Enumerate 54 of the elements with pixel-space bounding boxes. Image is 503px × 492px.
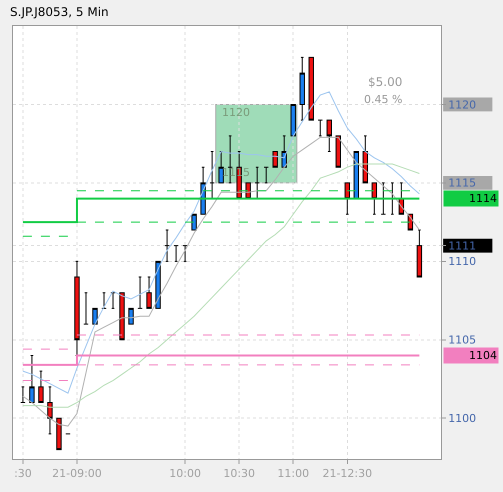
line-series (22, 136, 420, 427)
text: 1104 (469, 349, 497, 362)
candlestick (354, 151, 360, 200)
candlestick (416, 229, 422, 278)
line-series (22, 91, 420, 394)
candlestick (29, 354, 35, 404)
annotation: 1120 (222, 106, 250, 119)
x-tick-label: 10:30 (223, 467, 256, 480)
candlestick (38, 370, 44, 404)
candlestick (290, 104, 296, 136)
candlestick (173, 245, 179, 262)
y-tick-label: 1111 (448, 239, 476, 252)
x-tick-label: 21-09:00 (52, 467, 102, 480)
candlestick (300, 56, 305, 121)
candlestick (101, 292, 107, 309)
annotation: 0.45 % (364, 93, 402, 106)
x-tick-label: 10:00 (169, 467, 201, 480)
annotation: $5.00 (368, 75, 402, 89)
candlestick (182, 245, 188, 262)
candlestick (336, 135, 341, 168)
y-tick-label: 1110 (448, 255, 476, 268)
candlestick (344, 182, 350, 215)
chart-title: S.JP.J8053, 5 Min (10, 4, 109, 19)
candlestick (137, 276, 143, 309)
x-tick-label: 11:00 (277, 467, 310, 480)
candlestick (318, 120, 323, 136)
y-tick-label: 1120 (448, 98, 476, 112)
candlestick (47, 386, 53, 434)
candlestick (155, 260, 161, 309)
candlestick (308, 56, 314, 121)
x-tick-label: 21-12:30 (322, 467, 372, 480)
candlestick (218, 151, 224, 184)
candlestick (20, 386, 26, 404)
candlestick (191, 214, 197, 230)
candlestick (164, 229, 170, 262)
candlestick (362, 135, 368, 184)
y-tick-label: 1115 (448, 176, 476, 190)
candlestick (380, 182, 386, 215)
text: 1114 (469, 192, 497, 205)
y-tick-label: 1105 (448, 334, 476, 347)
candlestick (372, 182, 378, 215)
candlestick (74, 260, 80, 356)
candlestick (110, 292, 116, 309)
candlestick (272, 151, 278, 168)
candlestick (146, 276, 152, 309)
candlestick (326, 120, 332, 152)
x-tick-label: :30 (14, 467, 32, 480)
candlestick (263, 166, 269, 184)
candlestick (128, 308, 134, 325)
line-series (22, 164, 420, 408)
candlestick (209, 151, 215, 200)
y-tick-label: 1100 (448, 412, 476, 426)
candlestick (254, 166, 260, 200)
candlestick (83, 292, 89, 325)
